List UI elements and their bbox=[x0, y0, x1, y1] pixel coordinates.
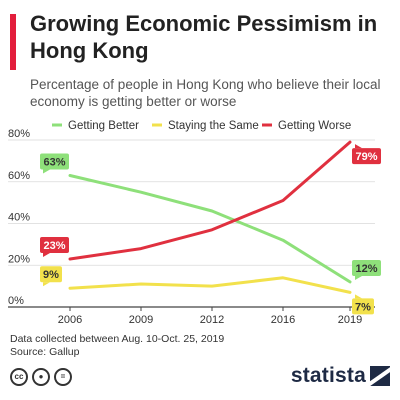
license-icons: cc ● = bbox=[10, 368, 72, 386]
data-label: 12% bbox=[352, 259, 381, 280]
data-label-pointer bbox=[43, 169, 50, 174]
data-label: 9% bbox=[40, 266, 62, 287]
chart-legend: Getting Better Staying the Same Getting Wo… bbox=[52, 120, 351, 132]
source-note: Data collected between Aug. 10-Oct. 25, … bbox=[10, 333, 224, 359]
statista-logo[interactable]: statista bbox=[291, 364, 390, 388]
no-derivatives-icon[interactable]: = bbox=[54, 368, 72, 386]
data-label-pointer bbox=[355, 275, 362, 280]
chart-subtitle: Percentage of people in Hong Kong who be… bbox=[30, 77, 381, 109]
data-label: 63% bbox=[40, 153, 69, 174]
data-label-box bbox=[352, 148, 381, 165]
series-line bbox=[68, 276, 352, 294]
data-label-box bbox=[352, 259, 381, 276]
line-chart: Getting Better Staying the Same Getting Wo… bbox=[8, 120, 381, 326]
data-label-text: 7% bbox=[355, 301, 371, 313]
legend-label: Staying the Same bbox=[168, 120, 259, 132]
data-label-pointer bbox=[355, 144, 362, 149]
data-label-text: 63% bbox=[43, 156, 65, 168]
x-tick-label: 2009 bbox=[129, 314, 153, 326]
series-line bbox=[68, 174, 352, 284]
y-tick-label: 60% bbox=[8, 170, 30, 182]
data-label: 23% bbox=[40, 236, 69, 257]
data-label-box bbox=[40, 266, 62, 283]
data-label: 7% bbox=[352, 294, 374, 315]
legend-label: Getting Better bbox=[68, 120, 139, 132]
data-label-box bbox=[40, 153, 69, 170]
data-label: 79% bbox=[352, 144, 381, 165]
x-tick-label: 2006 bbox=[58, 314, 82, 326]
data-labels: 63% 12% 9% 7% 23% 79% bbox=[40, 144, 381, 315]
y-tick-label: 20% bbox=[8, 253, 30, 265]
y-axis: 0% 20% 40% 60% 80% bbox=[8, 128, 30, 307]
chart-grid bbox=[8, 139, 375, 308]
x-tick-label: 2012 bbox=[200, 314, 224, 326]
data-label-pointer bbox=[355, 294, 362, 299]
chart-title: Growing Economic Pessimism in Hong Kong bbox=[30, 11, 378, 63]
x-axis: 2006 2009 2012 2016 2019 bbox=[58, 307, 362, 326]
data-label-text: 79% bbox=[355, 151, 377, 163]
data-label-text: 12% bbox=[355, 263, 377, 275]
brand-name: statista bbox=[290, 364, 366, 387]
chart-series bbox=[68, 140, 352, 294]
data-label-pointer bbox=[43, 282, 50, 287]
creative-commons-icon[interactable]: cc bbox=[10, 368, 28, 386]
data-collection-note: Data collected between Aug. 10-Oct. 25, … bbox=[10, 333, 225, 345]
y-tick-label: 0% bbox=[8, 295, 24, 307]
source-line: Source: Gallup bbox=[10, 346, 80, 358]
data-label-text: 23% bbox=[43, 240, 65, 252]
x-tick-label: 2019 bbox=[338, 314, 362, 326]
series-line bbox=[68, 140, 352, 261]
data-label-pointer bbox=[43, 252, 50, 257]
x-tick-label: 2016 bbox=[271, 314, 295, 326]
brand-mark-icon bbox=[370, 366, 390, 386]
y-tick-label: 80% bbox=[8, 128, 30, 140]
legend-label: Getting Worse bbox=[278, 120, 351, 132]
title-accent-bar bbox=[10, 14, 16, 70]
data-label-box bbox=[352, 298, 374, 315]
y-tick-label: 40% bbox=[8, 212, 30, 224]
attribution-icon[interactable]: ● bbox=[32, 368, 50, 386]
data-label-box bbox=[40, 236, 69, 253]
data-label-text: 9% bbox=[43, 269, 59, 281]
